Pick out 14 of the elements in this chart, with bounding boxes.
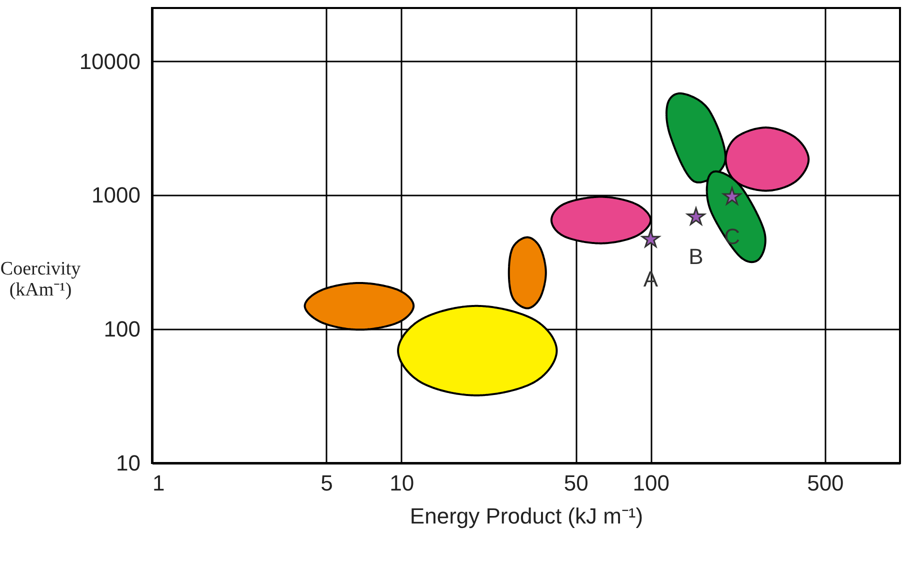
annotation: B — [688, 244, 704, 270]
x-tick-label: 100 — [632, 470, 670, 496]
x-tick-label: 1 — [152, 470, 165, 496]
x-tick-label: 5 — [320, 470, 333, 496]
x-axis-title: Energy Product (kJ m⁻¹) — [410, 504, 644, 528]
x-tick-label: 10 — [390, 470, 414, 496]
y-axis-title: Coercivity (kAm⁻¹) — [0, 258, 82, 300]
x-tick-label: 500 — [807, 470, 844, 496]
y-tick-label: 100 — [104, 316, 140, 342]
y-tick-label: 1000 — [92, 182, 140, 208]
x-tick-label: 50 — [564, 470, 588, 496]
y-tick-label: 10000 — [79, 48, 140, 74]
annotation: C — [724, 224, 740, 249]
y-tick-label: 10 — [116, 450, 140, 476]
